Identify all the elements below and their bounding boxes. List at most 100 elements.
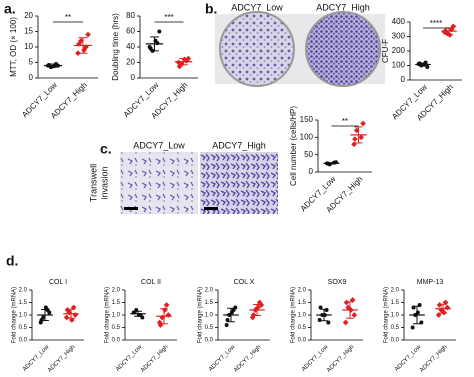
data-dot [64, 307, 71, 313]
y-tick-label: 20 [126, 58, 135, 67]
y-tick-label: 0 [131, 73, 136, 82]
plate-photo [219, 11, 295, 87]
x-tick-label: ADCY7_Low [22, 344, 51, 373]
y-tick-label: 0.0 [391, 338, 400, 344]
data-dot [324, 308, 329, 312]
y-tick-label: 15 [24, 27, 33, 36]
y-tick-label: 0.0 [298, 338, 307, 344]
y-tick-label: 20 [24, 11, 33, 20]
image-caption: ADCY7_Low [231, 2, 283, 12]
y-axis-label: Cell number (cells/HP) [289, 106, 298, 186]
data-dot [360, 120, 366, 127]
data-dot [351, 141, 357, 148]
chart-title: SOX9 [328, 279, 347, 286]
data-dot [85, 31, 91, 38]
x-tick-label: ADCY7_Low [115, 344, 144, 373]
y-tick-label: 80 [126, 11, 135, 20]
y-tick-label: 400 [392, 17, 406, 26]
micrograph [120, 152, 198, 214]
y-tick-label: 0.5 [19, 325, 28, 331]
data-dot [415, 310, 420, 315]
data-dot [317, 318, 322, 322]
data-dot [63, 314, 70, 321]
y-tick-label: 60 [126, 27, 135, 36]
image-caption: ADCY7_High [212, 140, 266, 150]
significance: *** [164, 13, 173, 22]
y-axis-label: Fold change (mRNA) [105, 287, 111, 343]
y-tick-label: 1.0 [298, 313, 307, 319]
y-tick-label: 0.0 [19, 338, 28, 344]
data-dot [43, 305, 48, 310]
y-tick-label: 10 [24, 42, 33, 51]
y-axis-label: MTT, OD (× 100) [9, 17, 18, 77]
y-tick-label: 0 [309, 167, 314, 176]
y-tick-label: 2.0 [19, 288, 28, 294]
y-axis-label: Fold change (mRNA) [384, 287, 390, 343]
x-tick-label: ADCY7_Low [301, 344, 330, 373]
data-dot [47, 310, 52, 315]
data-dot [225, 318, 230, 322]
y-tick-label: 0.0 [205, 338, 214, 344]
y-tick-label: 100 [392, 61, 406, 70]
plate-photo [305, 11, 381, 87]
data-dot [163, 302, 170, 308]
data-dot [436, 302, 443, 308]
significance: ** [65, 13, 71, 22]
panel-label: c. [100, 141, 112, 157]
y-axis-label: Fold change (mRNA) [291, 287, 297, 343]
scale-bar [124, 207, 138, 210]
y-tick-label: 1.5 [205, 300, 214, 306]
y-tick-label: 0.5 [391, 325, 400, 331]
y-tick-label: 1.0 [391, 313, 400, 319]
y-axis-label: Fold change (mRNA) [12, 287, 18, 343]
y-tick-label: 1.0 [205, 313, 214, 319]
data-dot [351, 312, 358, 318]
x-tick-label: ADCY7_Low [208, 344, 237, 373]
y-tick-label: 0.0 [112, 338, 121, 344]
y-tick-label: 0 [29, 73, 34, 82]
y-tick-label: 1.5 [19, 300, 28, 306]
y-axis-label: Doubling time (hrs) [111, 13, 120, 81]
data-dot [444, 304, 451, 311]
side-label: Transwell [88, 164, 98, 202]
y-tick-label: 0.5 [112, 325, 121, 331]
scale-bar [204, 207, 218, 210]
y-tick-label: 50 [304, 150, 313, 159]
data-dot [358, 134, 365, 141]
image-caption: ADCY7_Low [133, 140, 185, 150]
panel-label: a. [4, 1, 16, 17]
x-tick-label: ADCY7_High [47, 344, 76, 373]
data-dot [342, 319, 349, 326]
data-dot [441, 309, 447, 316]
y-tick-label: 300 [392, 32, 406, 41]
y-tick-label: 0.5 [205, 325, 214, 331]
y-tick-label: 100 [300, 132, 314, 141]
data-dot [352, 136, 358, 142]
data-dot [157, 29, 162, 34]
side-label: invasion [99, 166, 109, 199]
y-tick-label: 5 [29, 58, 34, 67]
y-tick-label: 1.5 [391, 300, 400, 306]
y-tick-label: 0.5 [298, 325, 307, 331]
y-axis-label: CFU-F [381, 39, 390, 63]
image-caption: ADCY7_High [316, 2, 370, 12]
chart-title: COL X [234, 279, 255, 286]
data-dot [229, 310, 234, 315]
chart-title: COL II [141, 279, 161, 286]
y-axis-label: Fold change (mRNA) [198, 287, 204, 343]
chart-title: COL I [49, 279, 67, 286]
data-dot [318, 305, 323, 310]
data-dot [148, 46, 153, 51]
x-tick-label: ADCY7_High [140, 344, 169, 373]
data-dot [162, 307, 168, 313]
significance: **** [430, 19, 442, 28]
significance: ** [342, 117, 348, 126]
data-dot [165, 312, 172, 318]
panel-label: b. [205, 1, 217, 17]
data-dot [326, 320, 331, 325]
y-tick-label: 40 [126, 42, 135, 51]
data-dot [343, 299, 350, 306]
y-tick-label: 0 [401, 75, 406, 84]
x-tick-label: ADCY7_High [233, 344, 262, 373]
